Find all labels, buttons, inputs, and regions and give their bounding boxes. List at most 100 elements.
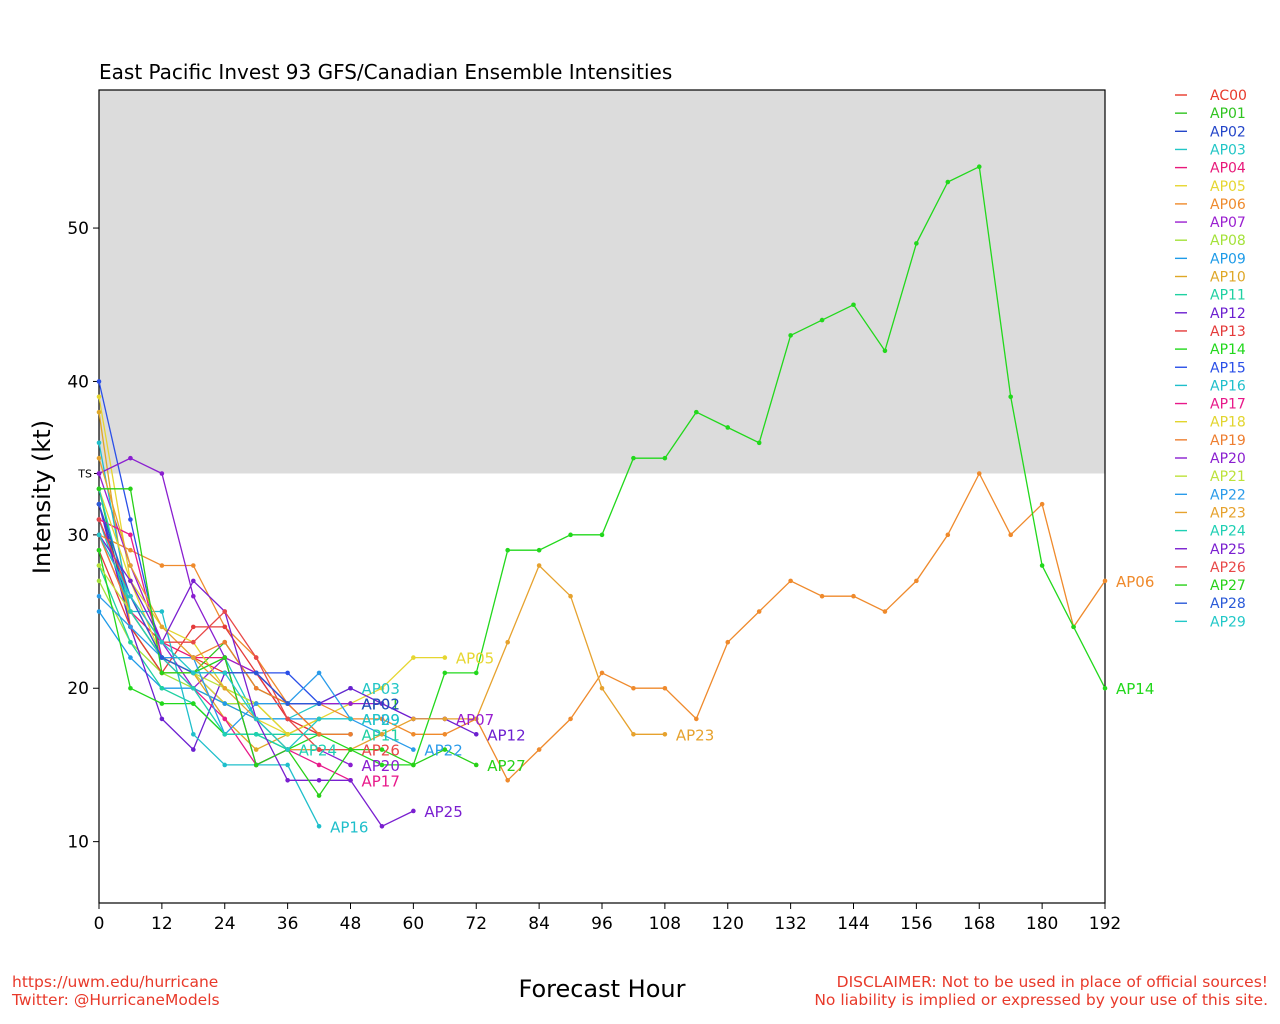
data-point bbox=[222, 639, 228, 645]
x-tick-label: 24 bbox=[214, 914, 236, 934]
data-point bbox=[819, 593, 825, 599]
x-tick-label: 144 bbox=[837, 914, 869, 934]
end-label-ap26: AP26 bbox=[362, 742, 400, 760]
data-point bbox=[253, 716, 259, 722]
end-label-ap14: AP14 bbox=[1116, 680, 1154, 698]
footer-url[interactable]: https://uwm.edu/hurricane bbox=[12, 973, 219, 991]
data-point bbox=[599, 685, 605, 691]
data-point bbox=[191, 639, 196, 645]
legend-item-ap20: AP20 bbox=[1210, 451, 1246, 467]
x-tick-label: 180 bbox=[1026, 914, 1058, 934]
data-point bbox=[851, 302, 856, 308]
data-point bbox=[662, 455, 668, 461]
data-point bbox=[473, 716, 479, 722]
data-point bbox=[348, 762, 353, 768]
data-point bbox=[756, 440, 762, 446]
legend-item-ap05: AP05 bbox=[1210, 179, 1246, 195]
data-point bbox=[1008, 394, 1013, 400]
data-point bbox=[191, 731, 196, 737]
data-point bbox=[222, 655, 228, 660]
data-point bbox=[316, 716, 322, 722]
data-point bbox=[96, 517, 102, 522]
data-point bbox=[819, 317, 825, 323]
data-point bbox=[568, 593, 573, 599]
data-point bbox=[442, 731, 448, 737]
data-point bbox=[505, 547, 510, 553]
data-point bbox=[914, 578, 919, 584]
data-point bbox=[694, 716, 699, 722]
data-point bbox=[945, 179, 951, 185]
data-point bbox=[128, 624, 133, 630]
data-point bbox=[379, 762, 385, 768]
legend-item-ap28: AP28 bbox=[1210, 596, 1246, 612]
x-tick-label: 120 bbox=[712, 914, 744, 934]
data-point bbox=[505, 777, 510, 783]
data-point bbox=[96, 578, 102, 584]
data-point bbox=[96, 547, 102, 553]
end-label-ap17: AP17 bbox=[362, 772, 400, 790]
end-label-ap12: AP12 bbox=[487, 726, 525, 744]
data-point bbox=[159, 624, 165, 630]
data-point bbox=[882, 348, 888, 354]
data-point bbox=[96, 486, 102, 492]
data-point bbox=[631, 731, 636, 737]
end-label-ap20: AP20 bbox=[362, 757, 400, 775]
data-point bbox=[128, 593, 133, 599]
data-point bbox=[945, 532, 951, 538]
data-point bbox=[379, 701, 385, 706]
data-point bbox=[191, 593, 196, 599]
data-point bbox=[96, 471, 102, 476]
legend-item-ap15: AP15 bbox=[1210, 360, 1246, 376]
data-point bbox=[316, 670, 322, 676]
data-point bbox=[128, 517, 133, 522]
data-point bbox=[631, 685, 636, 691]
data-point bbox=[851, 593, 856, 599]
end-label-ap22: AP22 bbox=[424, 742, 462, 760]
data-point bbox=[96, 609, 102, 614]
end-label-ap23: AP23 bbox=[676, 726, 714, 744]
legend-item-ap07: AP07 bbox=[1210, 215, 1246, 231]
data-point bbox=[473, 762, 479, 768]
data-point bbox=[159, 670, 165, 676]
legend-item-ap14: AP14 bbox=[1210, 342, 1246, 358]
data-point bbox=[96, 394, 102, 400]
data-point bbox=[725, 639, 731, 645]
data-point bbox=[96, 532, 102, 538]
legend-item-ap01: AP01 bbox=[1210, 106, 1246, 122]
data-point bbox=[222, 716, 228, 722]
data-point bbox=[253, 670, 259, 676]
legend-item-ap02: AP02 bbox=[1210, 124, 1246, 140]
data-point bbox=[316, 731, 322, 737]
data-point bbox=[316, 777, 322, 783]
data-point bbox=[505, 639, 510, 645]
data-point bbox=[536, 747, 542, 752]
data-point bbox=[662, 731, 668, 737]
data-point bbox=[222, 609, 228, 614]
data-point bbox=[285, 716, 290, 722]
series-line bbox=[98, 442, 320, 827]
data-point bbox=[253, 731, 259, 737]
x-tick-label: 168 bbox=[963, 914, 995, 934]
data-point bbox=[285, 701, 290, 706]
data-point bbox=[285, 670, 290, 676]
data-point bbox=[1071, 624, 1076, 630]
ts-tick-label: TS bbox=[77, 467, 92, 480]
data-point bbox=[788, 578, 793, 584]
data-point bbox=[882, 609, 888, 614]
data-point bbox=[128, 685, 133, 691]
data-point bbox=[914, 241, 919, 246]
end-label-ap16: AP16 bbox=[330, 818, 368, 836]
data-point bbox=[191, 685, 196, 691]
x-tick-label: 132 bbox=[774, 914, 806, 934]
data-point bbox=[442, 670, 448, 676]
data-point bbox=[442, 747, 448, 752]
legend-item-ac00: AC00 bbox=[1210, 88, 1247, 104]
footer-twitter[interactable]: Twitter: @HurricaneModels bbox=[12, 991, 220, 1009]
data-point bbox=[159, 563, 165, 568]
end-label-ap11: AP11 bbox=[362, 726, 400, 744]
legend-item-ap21: AP21 bbox=[1210, 469, 1246, 485]
data-point bbox=[128, 486, 133, 492]
data-point bbox=[128, 655, 133, 660]
